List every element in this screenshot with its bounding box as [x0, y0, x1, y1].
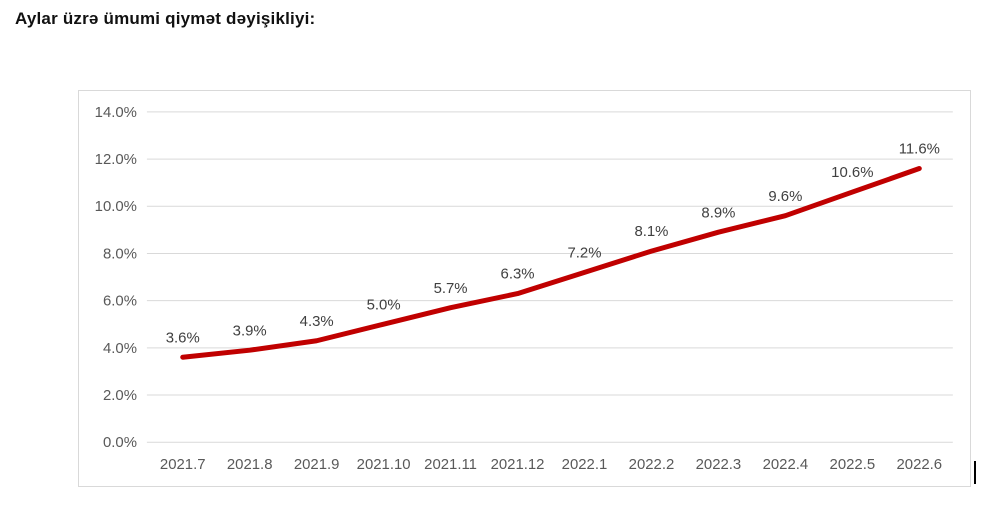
data-label: 3.6%: [166, 329, 200, 346]
text-cursor: [974, 461, 976, 484]
x-axis-tick-label: 2022.5: [830, 456, 876, 473]
x-axis-tick-label: 2021.8: [227, 456, 273, 473]
data-label: 7.2%: [568, 244, 602, 261]
y-axis-tick-label: 2.0%: [103, 387, 137, 404]
data-label: 9.6%: [768, 188, 802, 205]
data-label: 3.9%: [233, 322, 267, 339]
x-axis-tick-label: 2021.11: [424, 456, 477, 473]
series-line: [180, 166, 922, 360]
data-label: 11.6%: [899, 141, 940, 158]
x-axis-tick-label: 2021.10: [357, 456, 411, 473]
chart-title: Aylar üzrə ümumi qiymət dəyişikliyi:: [15, 9, 316, 28]
data-label: 8.9%: [701, 204, 735, 221]
x-axis-tick-label: 2022.2: [629, 456, 675, 473]
x-axis-tick-label: 2022.3: [696, 456, 742, 473]
y-axis-tick-label: 8.0%: [103, 245, 137, 262]
x-axis-tick-label: 2022.1: [562, 456, 608, 473]
data-label: 6.3%: [501, 266, 535, 283]
y-axis-tick-label: 0.0%: [103, 434, 137, 451]
data-label: 5.7%: [434, 280, 468, 297]
x-axis-tick-label: 2021.12: [491, 456, 545, 473]
y-axis-tick-label: 10.0%: [95, 198, 137, 215]
x-axis-tick-label: 2021.7: [160, 456, 206, 473]
x-axis-tick-label: 2022.4: [763, 456, 809, 473]
y-axis-tick-label: 4.0%: [103, 340, 137, 357]
data-label: 8.1%: [634, 223, 668, 240]
x-axis-tick-label: 2022.6: [897, 456, 943, 473]
data-label: 5.0%: [367, 296, 401, 313]
chart-frame: 14.0% 12.0% 10.0% 8.0% 6.0% 4.0% 2.0% 0.0% 2021.…: [78, 90, 971, 487]
y-axis-tick-label: 14.0%: [95, 104, 137, 121]
data-label: 4.3%: [300, 313, 334, 330]
x-axis-tick-label: 2021.9: [294, 456, 340, 473]
y-axis-tick-label: 12.0%: [95, 151, 137, 168]
line-chart: 14.0% 12.0% 10.0% 8.0% 6.0% 4.0% 2.0% 0.0% 2021.…: [95, 104, 953, 473]
y-axis-tick-label: 6.0%: [103, 293, 137, 310]
data-label: 10.6%: [831, 164, 873, 181]
